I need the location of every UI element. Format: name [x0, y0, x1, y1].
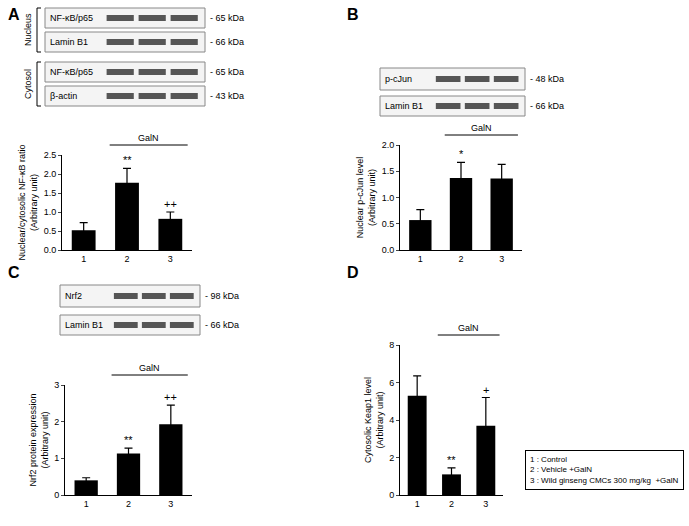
svg-text:Cytosolic Keap1 level(Arbitrar: Cytosolic Keap1 level(Arbitrary unit) [363, 377, 385, 463]
svg-text:2: 2 [389, 453, 394, 463]
svg-text:Nucleus: Nucleus [23, 13, 33, 46]
svg-text:C: C [8, 264, 20, 281]
svg-text:1 : Control2 : Vehicle +GalN3: 1 : Control2 : Vehicle +GalN3 : Wild gin… [530, 455, 679, 485]
svg-text:GalN: GalN [458, 323, 479, 333]
svg-text:0: 0 [389, 490, 394, 500]
svg-text:Nrf2: Nrf2 [65, 291, 82, 301]
svg-text:1.5: 1.5 [44, 188, 57, 198]
svg-text:0.5: 0.5 [44, 226, 57, 236]
svg-text:- 98 kDa: - 98 kDa [205, 291, 239, 301]
svg-text:1.5: 1.5 [382, 166, 395, 176]
svg-text:++: ++ [164, 198, 177, 210]
svg-text:0.5: 0.5 [382, 219, 395, 229]
svg-text:4: 4 [389, 415, 394, 425]
svg-text:**: ** [123, 154, 132, 166]
svg-text:GalN: GalN [138, 133, 159, 143]
svg-text:B: B [347, 6, 359, 23]
svg-text:- 65 kDa: - 65 kDa [210, 67, 244, 77]
svg-text:++: ++ [164, 391, 177, 403]
svg-text:Lamin B1: Lamin B1 [50, 37, 88, 47]
svg-text:1: 1 [418, 254, 423, 264]
svg-text:2: 2 [449, 499, 454, 509]
svg-text:Nuclear/cytosolic NF-κB ratio(: Nuclear/cytosolic NF-κB ratio(Arbitrary … [17, 144, 39, 260]
svg-text:2: 2 [124, 254, 129, 264]
svg-text:*: * [459, 148, 464, 160]
svg-text:2: 2 [54, 417, 59, 427]
svg-text:1: 1 [54, 453, 59, 463]
svg-text:3: 3 [499, 254, 504, 264]
svg-text:6: 6 [389, 378, 394, 388]
svg-text:8: 8 [389, 340, 394, 350]
svg-text:2.0: 2.0 [382, 140, 395, 150]
svg-text:2.0: 2.0 [44, 169, 57, 179]
svg-text:- 66 kDa: - 66 kDa [210, 37, 244, 47]
svg-text:2: 2 [458, 254, 463, 264]
svg-text:**: ** [124, 434, 133, 446]
svg-text:1.0: 1.0 [44, 207, 57, 217]
svg-text:- 48 kDa: - 48 kDa [530, 74, 564, 84]
svg-text:2: 2 [126, 499, 131, 509]
svg-text:0.0: 0.0 [44, 245, 57, 255]
svg-text:NF-κB/p65: NF-κB/p65 [50, 13, 93, 23]
svg-text:Lamin B1: Lamin B1 [65, 320, 103, 330]
svg-text:NF-κB/p65: NF-κB/p65 [50, 67, 93, 77]
svg-text:D: D [347, 264, 359, 281]
svg-text:**: ** [447, 454, 456, 466]
svg-text:0.0: 0.0 [382, 245, 395, 255]
svg-text:β-actin: β-actin [50, 91, 77, 101]
svg-text:- 65 kDa: - 65 kDa [210, 13, 244, 23]
svg-text:- 66 kDa: - 66 kDa [530, 101, 564, 111]
svg-text:1.0: 1.0 [382, 193, 395, 203]
svg-text:3: 3 [54, 380, 59, 390]
svg-text:1: 1 [81, 254, 86, 264]
svg-text:3: 3 [483, 499, 488, 509]
svg-text:GalN: GalN [471, 123, 492, 133]
svg-text:3: 3 [168, 254, 173, 264]
svg-text:Nrf2 protein expression(Arbitr: Nrf2 protein expression(Arbitrary unit) [28, 393, 50, 486]
svg-text:Cytosol: Cytosol [23, 69, 33, 99]
svg-text:0: 0 [54, 490, 59, 500]
svg-text:p-cJun: p-cJun [385, 74, 412, 84]
svg-text:- 43 kDa: - 43 kDa [210, 91, 244, 101]
svg-text:1: 1 [415, 499, 420, 509]
svg-text:A: A [8, 6, 20, 23]
svg-text:Lamin B1: Lamin B1 [385, 101, 423, 111]
svg-text:GalN: GalN [139, 363, 160, 373]
svg-text:Nuclear p-cJun level(Arbitrary: Nuclear p-cJun level(Arbitrary unit) [355, 157, 377, 239]
svg-text:+: + [483, 384, 489, 396]
svg-text:1: 1 [84, 499, 89, 509]
svg-text:2.5: 2.5 [44, 150, 57, 160]
svg-text:- 66 kDa: - 66 kDa [205, 320, 239, 330]
svg-text:3: 3 [168, 499, 173, 509]
